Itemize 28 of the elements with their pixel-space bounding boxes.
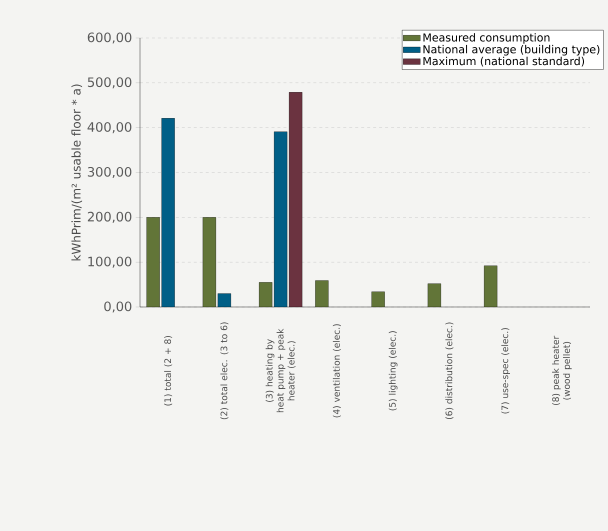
bar (274, 132, 288, 307)
x-tick-label: (2) total elec. (3 to 6) (220, 322, 228, 420)
y-tick-label: 400,00 (88, 122, 132, 134)
bar (428, 284, 442, 307)
bar (484, 266, 498, 307)
legend-label: National average (building type) (423, 44, 600, 56)
x-tick-label: (3) heating by heat pump + peak heater (elec.) (266, 328, 296, 412)
bar (202, 217, 216, 307)
x-tick-label: (6) distribution (elec.) (445, 322, 454, 420)
bar (315, 280, 329, 307)
bar (161, 118, 175, 307)
x-tick-label: (7) use-spec (elec.) (501, 328, 510, 414)
y-tick-label: 200,00 (88, 212, 132, 223)
x-tick-label: (8) peak heater (wood pellet) (552, 336, 572, 405)
legend-label: Measured consumption (423, 33, 550, 44)
x-tick-label: (4) ventilation (elec.) (332, 324, 341, 418)
bar (146, 217, 160, 307)
y-tick-label: 500,00 (88, 77, 132, 88)
y-tick-label: 0,00 (104, 301, 132, 313)
y-axis-title: kWhPrim/(m² usable floor * a) (71, 84, 82, 260)
bar (258, 282, 272, 307)
bar (371, 292, 385, 307)
x-tick-label: (1) total (2 + 8) (164, 336, 172, 406)
y-tick-label: 600,00 (88, 32, 132, 44)
legend-label: Maximum (national standard) (423, 56, 584, 66)
x-tick-label: (5) lighting (elec.) (388, 331, 398, 410)
y-tick-label: 100,00 (88, 256, 132, 268)
y-tick-label: 300,00 (88, 166, 132, 178)
